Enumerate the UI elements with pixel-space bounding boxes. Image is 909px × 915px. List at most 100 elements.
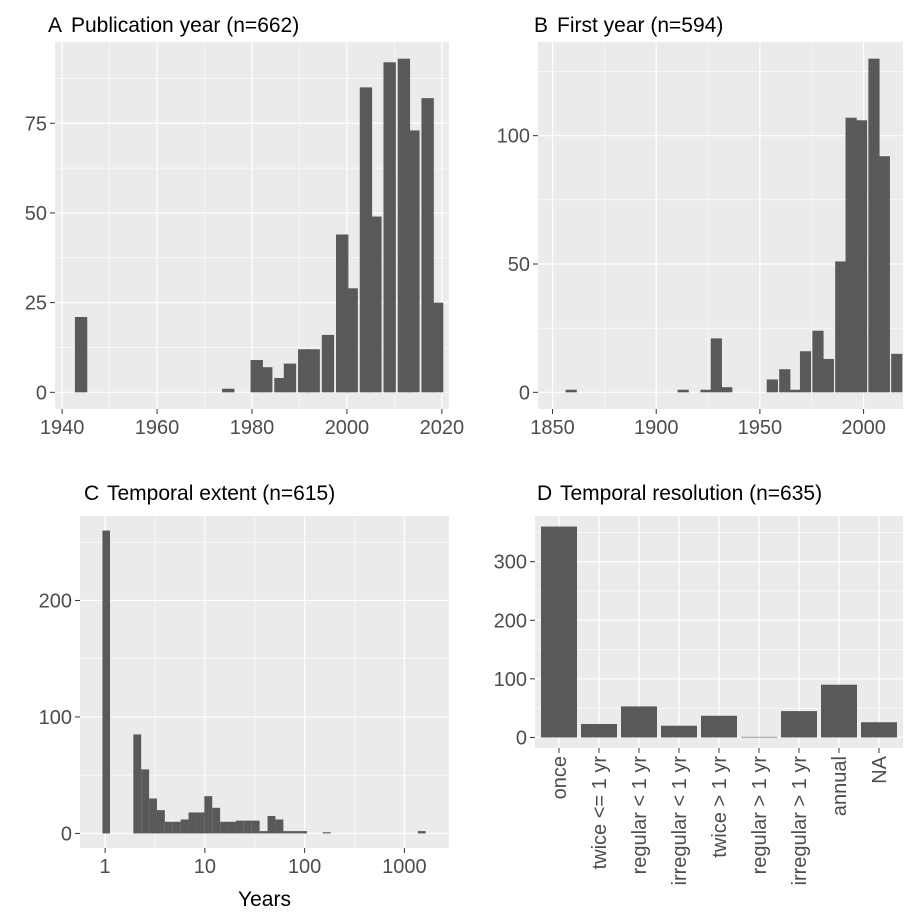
panel-title: Publication year (n=662) xyxy=(71,14,299,37)
y-tick-label: 0 xyxy=(36,382,47,404)
y-tick-label: 300 xyxy=(494,552,527,574)
y-tick-label: 50 xyxy=(508,254,530,276)
bar xyxy=(228,821,236,834)
panel-publication-year: 0 25 50 75 1940 1960 1980 2000 2020 A Publication … xyxy=(25,14,464,439)
y-tick-label: 200 xyxy=(39,590,72,612)
bar xyxy=(861,722,897,738)
y-tick-label: 0 xyxy=(516,727,527,749)
bar xyxy=(188,812,197,834)
x-tick-label: annual xyxy=(829,756,851,816)
x-tick-label: 1000 xyxy=(382,856,427,878)
bar xyxy=(369,216,382,393)
bar xyxy=(565,389,577,393)
bar xyxy=(417,831,426,834)
bar xyxy=(149,798,157,834)
panel-temporal-resolution: 0 100 200 300 once twice <= 1 yr regular < 1 y… xyxy=(494,482,903,886)
x-tick-label: 1960 xyxy=(135,417,180,439)
y-tick-label: 50 xyxy=(25,203,47,225)
x-axis-label: Years xyxy=(238,888,291,911)
bars xyxy=(565,58,903,393)
bars xyxy=(102,530,426,834)
bar xyxy=(222,388,235,393)
y-tick-label: 100 xyxy=(39,707,72,729)
bar xyxy=(789,389,801,393)
bar xyxy=(274,377,287,393)
bar xyxy=(102,530,111,834)
bar xyxy=(868,58,880,393)
x-tick-label: regular < 1 yr xyxy=(629,756,651,875)
bar xyxy=(322,832,331,834)
bar xyxy=(779,369,791,393)
bar xyxy=(220,821,229,834)
y-tick-label: 100 xyxy=(497,126,530,148)
x-tick-label: 1950 xyxy=(738,417,783,439)
x-tick-label: NA xyxy=(869,755,891,783)
x-tick-label: twice > 1 yr xyxy=(709,756,731,858)
bar xyxy=(307,349,320,393)
bar xyxy=(267,815,276,834)
bar xyxy=(251,820,260,834)
bar xyxy=(541,526,577,738)
bar xyxy=(766,379,778,393)
y-tick-label: 25 xyxy=(25,293,47,315)
x-tick-label: 1980 xyxy=(230,417,275,439)
y-tick-label: 200 xyxy=(494,610,527,632)
bar xyxy=(196,812,205,834)
bar xyxy=(407,130,420,393)
y-tick-label: 0 xyxy=(61,823,72,845)
y-tick-label: 0 xyxy=(519,382,530,404)
x-tick-label: irregular > 1 yr xyxy=(789,756,811,886)
bar xyxy=(891,353,903,393)
bar xyxy=(275,819,284,834)
x-tick-label: 2000 xyxy=(325,417,370,439)
x-tick-label: twice <= 1 yr xyxy=(589,756,611,870)
x-tick-label: 1850 xyxy=(530,417,575,439)
bar xyxy=(822,358,834,393)
panel-letter: D xyxy=(537,482,552,505)
bar xyxy=(345,288,358,393)
bar xyxy=(721,387,733,393)
bar xyxy=(156,810,165,834)
bars xyxy=(541,526,897,738)
bar xyxy=(383,62,396,393)
x-tick-label: 100 xyxy=(288,856,321,878)
bar xyxy=(710,338,722,393)
bar xyxy=(781,711,817,738)
bar xyxy=(133,734,142,834)
bar xyxy=(701,715,737,738)
bar xyxy=(700,389,712,393)
panel-title: First year (n=594) xyxy=(557,14,723,37)
bar xyxy=(430,302,444,393)
bar xyxy=(74,316,88,393)
x-tick-label: 2000 xyxy=(841,417,886,439)
bar xyxy=(298,349,311,393)
bar xyxy=(661,725,697,738)
bar xyxy=(421,98,434,393)
bar xyxy=(741,736,777,738)
bar xyxy=(581,723,617,738)
x-tick-label: once xyxy=(549,756,571,799)
bar xyxy=(141,769,150,834)
panel-letter: C xyxy=(84,482,99,505)
x-tick-label: irregular < 1 yr xyxy=(669,756,691,886)
bar xyxy=(180,819,189,834)
bar xyxy=(260,367,273,393)
panel-letter: A xyxy=(48,14,62,37)
panel-title: Temporal resolution (n=635) xyxy=(560,482,822,505)
bar xyxy=(812,330,824,393)
bar xyxy=(835,261,847,393)
bar xyxy=(621,706,657,738)
bar xyxy=(283,363,297,393)
panel-first-year: 0 50 100 1850 1900 1950 2000 B First year (n=594… xyxy=(497,14,903,439)
bar xyxy=(172,821,181,834)
bar xyxy=(855,120,868,393)
bar xyxy=(397,58,411,393)
bar xyxy=(821,684,857,738)
bar xyxy=(336,234,349,393)
x-tick-label: 10 xyxy=(194,856,216,878)
bar xyxy=(321,334,335,393)
y-tick-label: 100 xyxy=(494,669,527,691)
bars xyxy=(74,58,444,393)
bar xyxy=(259,831,268,834)
